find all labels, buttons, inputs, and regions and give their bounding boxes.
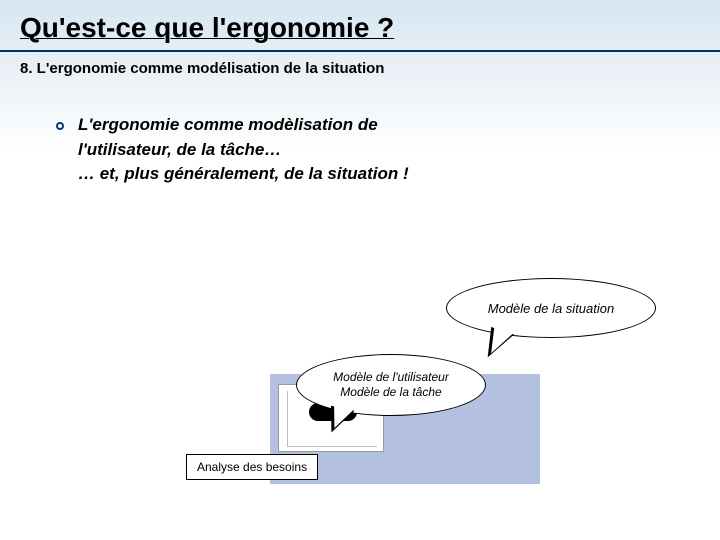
bullet-item: L'ergonomie comme modèlisation de l'util…	[56, 113, 680, 187]
bubble-mid-line1: Modèle de l'utilisateur	[333, 370, 449, 385]
speech-bubble-situation: Modèle de la situation	[446, 278, 656, 338]
bullet-text: L'ergonomie comme modèlisation de l'util…	[78, 113, 409, 187]
analyse-box: Analyse des besoins	[186, 454, 318, 480]
bullet-line-2: l'utilisateur, de la tâche…	[78, 138, 409, 163]
bullet-line-1: L'ergonomie comme modèlisation de	[78, 113, 409, 138]
bullet-line-3: … et, plus généralement, de la situation…	[78, 162, 409, 187]
body-area: L'ergonomie comme modèlisation de l'util…	[0, 77, 720, 187]
speech-bubble-user-task: Modèle de l'utilisateur Modèle de la tâc…	[296, 354, 486, 416]
bullet-marker-icon	[56, 122, 64, 130]
bubble-tail-icon	[482, 327, 514, 363]
diagram: Modèle de la situation Modèle de l'utili…	[150, 330, 670, 530]
slide-subtitle: 8. L'ergonomie comme modélisation de la …	[0, 52, 720, 77]
bubble-mid-line2: Modèle de la tâche	[340, 385, 441, 400]
bubble-situation-text: Modèle de la situation	[488, 301, 614, 316]
slide-title: Qu'est-ce que l'ergonomie ?	[0, 0, 720, 52]
